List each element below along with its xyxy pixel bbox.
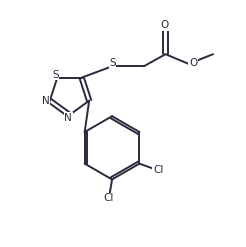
Text: N: N <box>64 113 72 123</box>
Text: N: N <box>42 96 49 106</box>
Text: S: S <box>109 59 116 68</box>
Text: Cl: Cl <box>153 165 163 175</box>
Text: O: O <box>160 21 169 30</box>
Text: S: S <box>52 70 59 80</box>
Text: O: O <box>189 58 197 68</box>
Text: Cl: Cl <box>103 193 114 204</box>
